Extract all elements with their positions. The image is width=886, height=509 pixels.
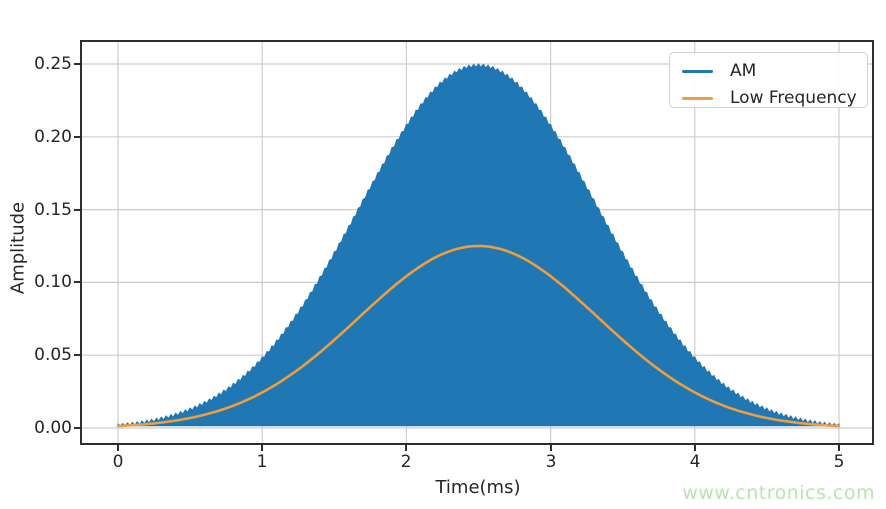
low-frequency-line-swatch-icon	[682, 97, 713, 100]
x-tick-mark	[694, 445, 696, 451]
legend-item-am: AM	[670, 58, 867, 85]
x-tick-mark	[261, 445, 263, 451]
low-frequency-line	[116, 244, 841, 428]
x-axis-label: Time(ms)	[435, 477, 521, 498]
x-tick-label: 0	[112, 452, 124, 472]
x-tick-mark	[405, 445, 407, 451]
y-tick-label: 0.00	[34, 418, 72, 438]
chart-canvas	[82, 42, 872, 443]
y-tick-label: 0.10	[34, 272, 72, 292]
y-tick-mark	[74, 136, 80, 138]
y-tick-label: 0.05	[34, 345, 72, 365]
y-tick-mark	[74, 209, 80, 211]
legend-label-low-frequency: Low Frequency	[730, 88, 857, 108]
x-tick-mark	[550, 445, 552, 451]
legend: AM Low Frequency	[669, 52, 868, 108]
y-tick-mark	[74, 63, 80, 65]
y-axis-label: Amplitude	[7, 201, 29, 295]
legend-label-am: AM	[730, 61, 757, 81]
watermark: www.cntronics.com	[682, 482, 875, 504]
x-tick-label: 2	[400, 452, 412, 472]
y-tick-mark	[74, 427, 80, 429]
y-tick-mark	[74, 354, 80, 356]
x-tick-label: 4	[689, 452, 701, 472]
x-tick-label: 5	[833, 452, 845, 472]
x-tick-mark	[117, 445, 119, 451]
x-tick-label: 1	[256, 452, 268, 472]
y-tick-label: 0.20	[34, 127, 72, 147]
y-tick-label: 0.15	[34, 200, 72, 220]
y-tick-label: 0.25	[34, 54, 72, 74]
y-tick-mark	[74, 281, 80, 283]
legend-item-low-frequency: Low Frequency	[670, 85, 867, 112]
x-tick-mark	[838, 445, 840, 451]
am-line-swatch-icon	[682, 70, 713, 73]
x-tick-label: 3	[545, 452, 557, 472]
